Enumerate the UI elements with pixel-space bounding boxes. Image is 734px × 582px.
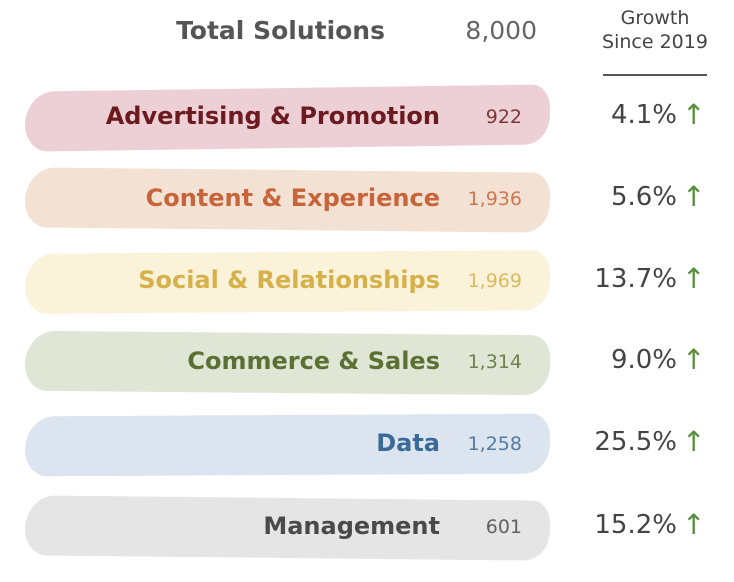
growth-header: Growth Since 2019	[590, 6, 720, 54]
arrow-up-icon: ↑	[682, 98, 706, 131]
arrow-up-icon: ↑	[682, 262, 706, 295]
total-solutions-value: 8,000	[465, 16, 537, 45]
category-growth: 15.2%	[594, 510, 677, 540]
category-row: Content & Experience 1,936 5.6% ↑	[0, 166, 734, 236]
growth-header-line1: Growth	[620, 7, 690, 29]
category-label: Data	[376, 429, 440, 457]
category-count: 922	[485, 106, 522, 128]
category-growth: 9.0%	[610, 345, 677, 375]
category-count: 1,314	[467, 351, 522, 373]
category-label: Social & Relationships	[138, 266, 440, 294]
arrow-up-icon: ↑	[682, 425, 706, 458]
category-growth: 13.7%	[594, 264, 677, 294]
category-label: Advertising & Promotion	[105, 102, 440, 130]
category-count: 1,936	[467, 188, 522, 210]
header-divider	[603, 74, 707, 76]
total-solutions-label: Total Solutions	[176, 16, 385, 45]
category-growth: 25.5%	[594, 427, 677, 457]
arrow-up-icon: ↑	[682, 343, 706, 376]
category-count: 1,258	[467, 433, 522, 455]
category-growth: 4.1%	[610, 100, 677, 130]
category-row: Social & Relationships 1,969 13.7% ↑	[0, 248, 734, 318]
category-label: Management	[263, 512, 440, 540]
category-growth: 5.6%	[610, 182, 677, 212]
category-label: Commerce & Sales	[187, 347, 440, 375]
category-count: 601	[485, 516, 522, 538]
category-row: Advertising & Promotion 922 4.1% ↑	[0, 84, 734, 154]
category-row: Data 1,258 25.5% ↑	[0, 411, 734, 481]
category-row: Commerce & Sales 1,314 9.0% ↑	[0, 329, 734, 399]
arrow-up-icon: ↑	[682, 180, 706, 213]
category-label: Content & Experience	[145, 184, 440, 212]
arrow-up-icon: ↑	[682, 508, 706, 541]
category-row: Management 601 15.2% ↑	[0, 494, 734, 564]
growth-header-line2: Since 2019	[602, 31, 708, 53]
category-count: 1,969	[467, 270, 522, 292]
